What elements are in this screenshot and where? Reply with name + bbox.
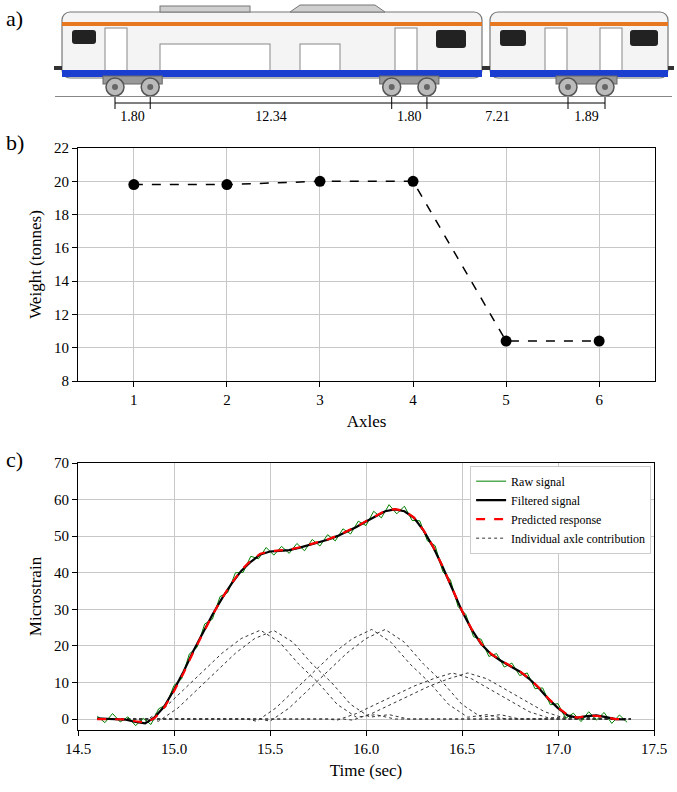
svg-text:30: 30 [54,602,69,618]
svg-text:1.80: 1.80 [120,109,145,124]
svg-text:Individual axle contribution: Individual axle contribution [511,532,645,546]
svg-text:3: 3 [316,392,324,408]
svg-text:12: 12 [54,307,69,323]
svg-text:Microstrain: Microstrain [26,556,45,636]
svg-text:12.34: 12.34 [255,109,287,124]
svg-text:Raw signal: Raw signal [511,475,565,489]
svg-text:6: 6 [595,392,603,408]
svg-text:22: 22 [54,140,69,156]
svg-text:60: 60 [54,492,69,508]
svg-text:2: 2 [223,392,231,408]
html-text:b): b) [6,130,25,155]
svg-text:18: 18 [54,207,69,223]
svg-text:20: 20 [54,174,69,190]
svg-text:Filtered signal: Filtered signal [511,494,581,508]
svg-text:17.0: 17.0 [545,741,571,757]
svg-text:Weight (tonnes): Weight (tonnes) [26,210,45,319]
html-text:c): c) [6,447,24,472]
svg-text:15.5: 15.5 [257,741,283,757]
svg-text:4: 4 [409,392,417,408]
svg-text:Axles: Axles [347,412,387,431]
svg-text:Predicted response: Predicted response [511,513,601,527]
svg-text:50: 50 [54,528,69,544]
svg-text:8: 8 [62,373,70,389]
svg-text:1: 1 [130,392,138,408]
svg-text:0: 0 [62,711,70,727]
svg-text:1.89: 1.89 [574,109,599,124]
svg-text:70: 70 [54,455,69,471]
html-text:a): a) [6,6,24,31]
svg-text:14.5: 14.5 [65,741,91,757]
svg-text:10: 10 [54,340,69,356]
svg-text:15.0: 15.0 [161,741,187,757]
svg-text:16.5: 16.5 [449,741,475,757]
svg-text:16.0: 16.0 [353,741,379,757]
svg-text:17.5: 17.5 [641,741,667,757]
svg-text:Time (sec): Time (sec) [330,761,403,780]
svg-text:16: 16 [54,240,70,256]
svg-text:5: 5 [502,392,510,408]
svg-text:1.80: 1.80 [397,109,422,124]
svg-text:7.21: 7.21 [485,109,510,124]
svg-text:20: 20 [54,638,69,654]
svg-text:40: 40 [54,565,69,581]
svg-text:14: 14 [54,273,70,289]
svg-text:10: 10 [54,675,69,691]
